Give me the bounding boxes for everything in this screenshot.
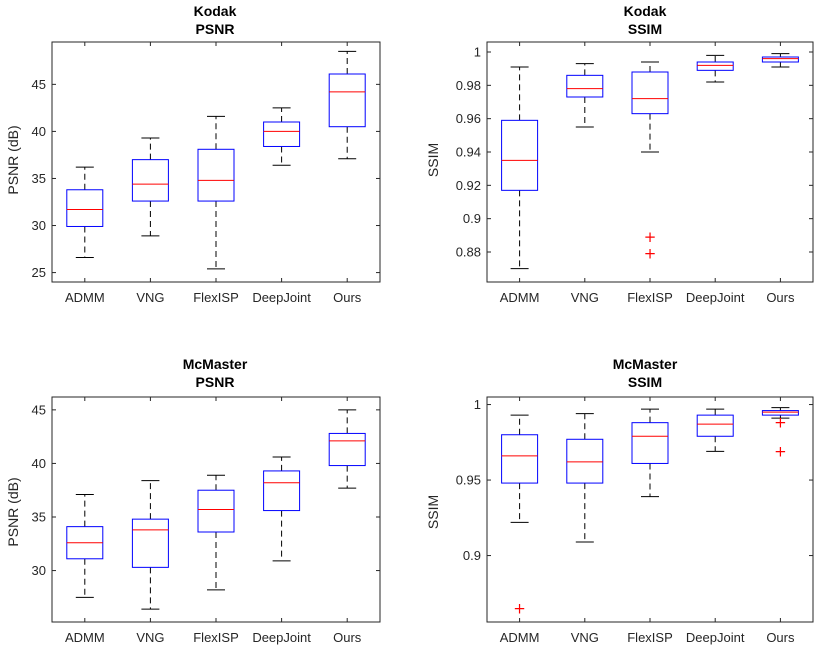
panel-title-line1: McMaster — [183, 356, 248, 372]
x-tick-label: VNG — [571, 290, 599, 305]
iqr-box — [501, 434, 539, 484]
y-tick-label: 45 — [32, 402, 46, 417]
x-tick-label: DeepJoint — [252, 290, 311, 305]
iqr-box — [131, 159, 169, 202]
x-tick-label: Ours — [333, 630, 362, 645]
iqr-box — [263, 470, 301, 512]
x-tick-label: VNG — [136, 290, 164, 305]
y-tick-label: 30 — [32, 218, 46, 233]
outlier-marker: + — [513, 599, 526, 617]
panel-title-line2: SSIM — [628, 374, 662, 390]
outlier-marker: + — [644, 228, 657, 246]
outlier-marker: + — [644, 245, 657, 263]
y-tick-label: 30 — [32, 563, 46, 578]
iqr-box — [761, 56, 799, 63]
panel-title-line2: PSNR — [196, 21, 235, 37]
y-axis-label: PSNR (dB) — [5, 125, 21, 194]
y-tick-label: 0.88 — [456, 245, 481, 260]
y-tick-label: 0.9 — [463, 211, 481, 226]
x-tick-label: Ours — [766, 630, 795, 645]
y-tick-label: 35 — [32, 510, 46, 525]
iqr-box — [501, 119, 539, 191]
x-tick-label: DeepJoint — [252, 630, 311, 645]
y-tick-label: 45 — [32, 77, 46, 92]
x-tick-label: ADMM — [500, 290, 540, 305]
plot-area — [486, 396, 814, 623]
y-tick-label: 40 — [32, 124, 46, 139]
x-tick-label: VNG — [136, 630, 164, 645]
panel-kodak-psnr: Kodak PSNR PSNR (dB) 25 30 35 40 45 ADMM VNG Fl… — [5, 3, 381, 305]
iqr-box — [66, 189, 104, 227]
outlier-marker: + — [774, 442, 787, 460]
iqr-box — [696, 414, 734, 437]
panel-title-line1: McMaster — [613, 356, 678, 372]
y-tick-label: 1 — [474, 397, 481, 412]
x-tick-label: Ours — [333, 290, 362, 305]
x-tick-label: FlexISP — [193, 630, 239, 645]
y-tick-label: 0.9 — [463, 548, 481, 563]
x-tick-label: ADMM — [500, 630, 540, 645]
panel-title-line2: SSIM — [628, 21, 662, 37]
x-tick-label: DeepJoint — [686, 290, 745, 305]
y-tick-label: 0.98 — [456, 78, 481, 93]
iqr-box — [631, 422, 669, 464]
panel-title-line1: Kodak — [624, 3, 667, 19]
iqr-box — [696, 61, 734, 71]
outlier-marker: + — [774, 414, 787, 432]
y-tick-label: 0.95 — [456, 473, 481, 488]
iqr-box — [197, 148, 235, 202]
y-tick-label: 1 — [474, 45, 481, 60]
iqr-box — [566, 74, 604, 98]
iqr-box — [761, 410, 799, 416]
y-tick-label: 25 — [32, 265, 46, 280]
panel-title-line1: Kodak — [194, 3, 237, 19]
iqr-box — [566, 438, 604, 484]
y-axis-label: SSIM — [425, 495, 441, 529]
x-tick-label: FlexISP — [627, 630, 673, 645]
panel-title-line2: PSNR — [196, 374, 235, 390]
x-tick-label: FlexISP — [193, 290, 239, 305]
y-tick-label: 35 — [32, 171, 46, 186]
y-tick-label: 40 — [32, 456, 46, 471]
y-tick-label: 0.92 — [456, 178, 481, 193]
x-tick-label: ADMM — [65, 290, 105, 305]
panel-kodak-ssim: Kodak SSIM SSIM 0.88 0.9 0.92 0.94 0.96 0.98 1… — [425, 3, 814, 305]
iqr-box — [631, 71, 669, 115]
x-tick-label: FlexISP — [627, 290, 673, 305]
iqr-box — [197, 489, 235, 533]
iqr-box — [328, 73, 366, 128]
x-tick-label: DeepJoint — [686, 630, 745, 645]
iqr-box — [131, 518, 169, 568]
x-tick-label: Ours — [766, 290, 795, 305]
iqr-box — [263, 121, 301, 147]
x-tick-label: ADMM — [65, 630, 105, 645]
panel-mcmaster-psnr: McMaster PSNR PSNR (dB) 30 35 40 45 ADMM VNG F… — [5, 356, 381, 645]
y-tick-label: 0.94 — [456, 145, 481, 160]
y-axis-label: PSNR (dB) — [5, 477, 21, 546]
plot-area — [486, 41, 814, 283]
y-axis-label: SSIM — [425, 143, 441, 177]
x-tick-label: VNG — [571, 630, 599, 645]
y-tick-label: 0.96 — [456, 111, 481, 126]
panel-mcmaster-ssim: McMaster SSIM SSIM 0.9 0.95 1 ADMM + VNG FlexI… — [425, 356, 814, 645]
iqr-box — [328, 432, 366, 467]
